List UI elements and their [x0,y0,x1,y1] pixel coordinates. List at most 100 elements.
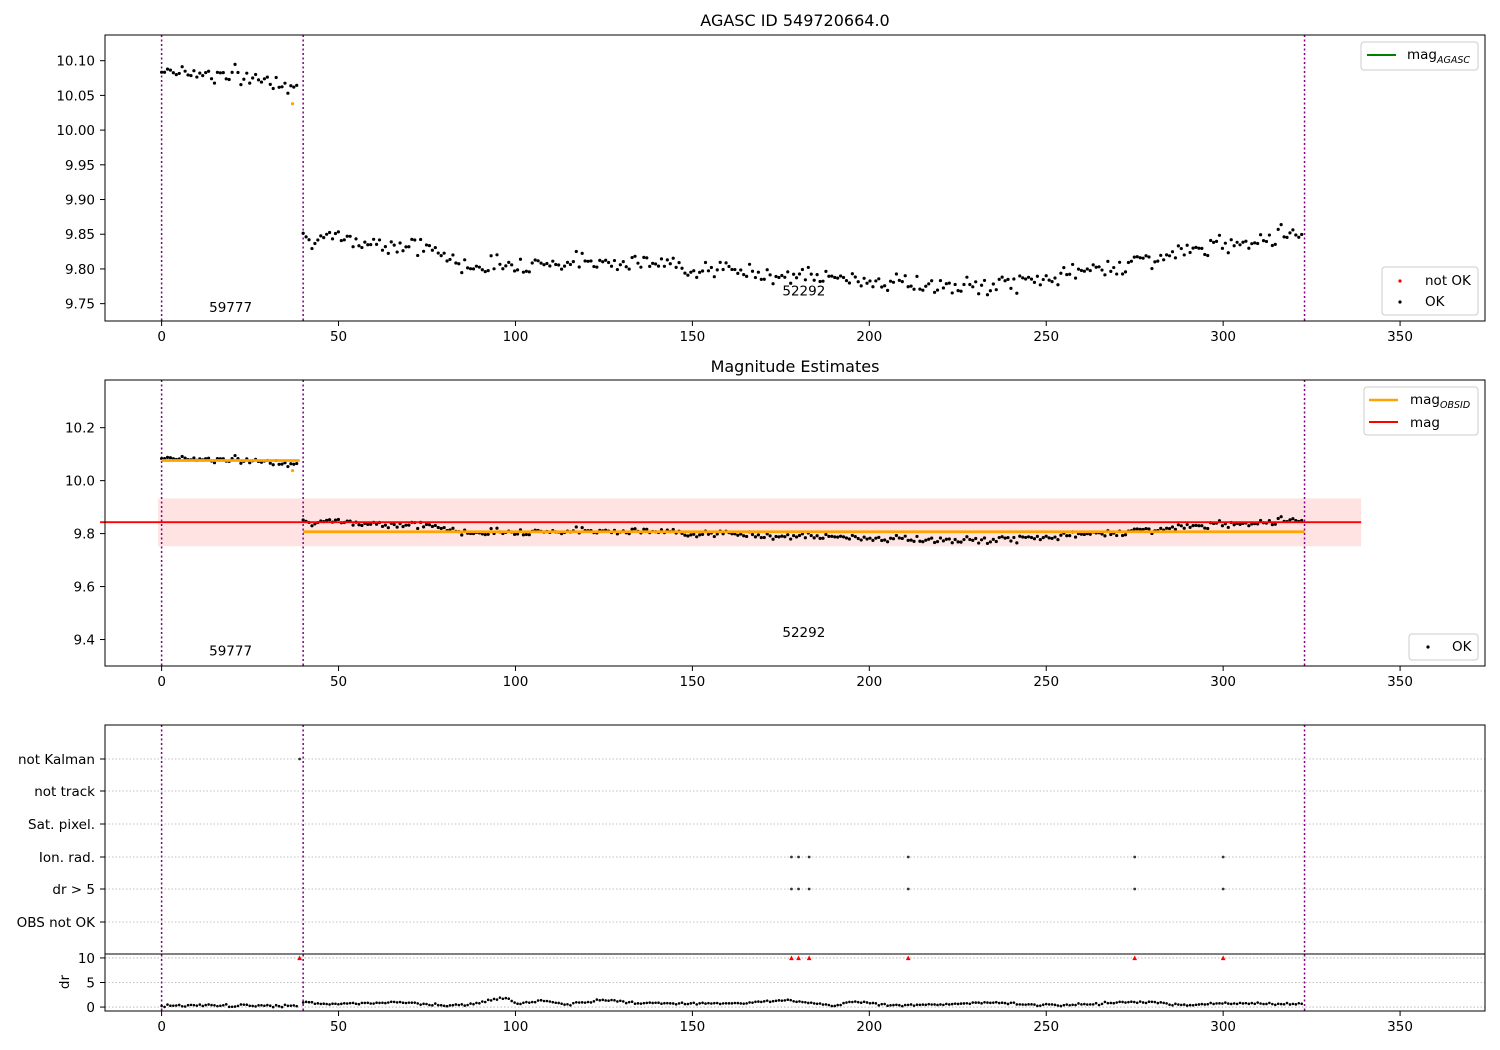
top-ok-point [439,254,443,258]
top-ok-point [759,277,763,281]
top-ok-point [201,74,205,78]
dr-point [260,1003,263,1007]
top-ok-point [1079,268,1084,273]
dr-clipped-marker [297,955,303,961]
top-ok-point [242,77,246,81]
mid-ok-point [759,535,763,540]
dr-point [354,1002,358,1006]
mid-ok-point [421,525,426,529]
mid-legend-lines: magOBSID mag [1363,386,1479,436]
dr-point [1229,1002,1233,1006]
dr-point [621,1000,625,1003]
top-ok-point [221,71,225,75]
mid-ok-point [1038,538,1042,542]
mid-ok-point [295,461,299,466]
dr-point [736,1001,740,1005]
x-tick-label: 50 [330,329,347,345]
dr-point [1024,1003,1027,1006]
dr-point [683,1002,687,1006]
top-ok-point [1191,246,1195,250]
dr-point [1124,1001,1127,1004]
mid-ok-point [1165,526,1169,530]
dr-point [610,998,613,1002]
top-ok-point [274,75,278,80]
y-tick-label: 9.95 [65,158,95,174]
dr-point [224,1003,228,1006]
mid-ok-point [915,534,919,539]
dr-point [507,997,511,1001]
top-ok-point [322,236,326,240]
x-tick-label: 350 [1387,1019,1413,1035]
flag-point [790,855,793,859]
top-ok-point [736,271,740,275]
top-ok-point [974,280,978,284]
top-ok-point [577,265,581,269]
top-obs-label-2: 52292 [782,283,825,299]
mid-ok-point [1167,526,1172,531]
dr-point [877,1004,881,1007]
dr-point [1150,1000,1154,1004]
dr-point [636,1002,640,1005]
top-ok-point [1179,246,1183,251]
dr-point [177,1003,181,1007]
top-ok-point [339,238,343,243]
top-ok-point [648,264,652,268]
mid-ok-point [794,535,799,539]
top-ok-point [789,281,793,285]
top-ok-point [207,69,211,73]
x-tick-label: 50 [330,674,347,690]
dr-point [277,1004,281,1008]
top-ok-point [601,260,605,264]
top-ok-point [477,265,481,269]
mid-ok-point [777,535,781,539]
dr-point [381,1001,384,1005]
mid-ok-point [736,533,740,537]
dr-point [994,1000,998,1004]
dr-point [213,1004,216,1007]
top-ok-point [606,260,611,265]
dr-point [1121,1000,1124,1004]
top-ok-point [377,238,382,242]
dr-point [548,1000,552,1003]
dr-point [1226,1002,1230,1005]
top-ok-point [853,275,857,279]
top-ok-point [330,237,335,241]
dr-point [1030,1003,1033,1006]
dr-point [357,1002,361,1006]
dr-point [889,1003,892,1007]
top-ok-point [325,232,329,236]
dr-clipped-marker [789,955,794,961]
top-ok-point [445,259,449,263]
dr-point [1009,1001,1013,1005]
top-ok-point [1267,233,1271,237]
top-ok-point [1153,260,1157,264]
mid-ok-point [1291,517,1295,521]
top-ok-point [463,258,467,262]
dr-point [715,1001,719,1005]
mid-ok-point [900,536,904,541]
top-ok-point [883,284,887,288]
top-ok-point [653,262,658,266]
dr-point [492,997,496,1001]
top-ok-point [295,83,299,87]
mid-ok-point [979,538,984,542]
dr-point [824,1003,828,1006]
top-ok-point [1185,243,1189,247]
mid-ok-point [1041,536,1045,540]
dr-point [718,1002,722,1006]
top-ok-point [1112,265,1116,270]
mid-ok-point [1003,536,1007,540]
top-ok-point [1082,269,1086,273]
mid-ok-point [168,456,173,460]
dr-point [854,1000,857,1003]
top-ok-point [1006,277,1010,281]
top-ok-point [1300,232,1304,237]
mid-ok-point [325,518,329,522]
dr-point [912,1004,916,1007]
dr-point [918,1003,922,1007]
mid-ok-point [841,535,846,539]
top-ok-point [162,70,167,74]
top-ok-point [927,282,931,286]
dr-point [378,1001,381,1005]
mid-ok-point [1247,524,1251,528]
